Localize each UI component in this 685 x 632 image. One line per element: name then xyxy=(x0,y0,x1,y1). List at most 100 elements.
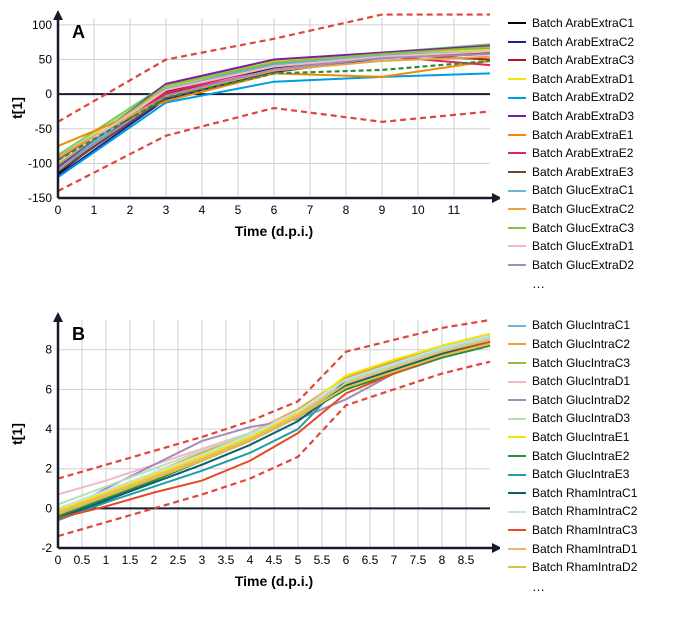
legend-item: Batch GlucIntraE3 xyxy=(508,465,637,484)
legend-label: Batch ArabExtraD3 xyxy=(532,107,634,126)
legend-label: Batch RhamIntraC3 xyxy=(532,521,637,540)
legend-swatch xyxy=(508,97,526,99)
legend-swatch xyxy=(508,511,526,513)
legend-label: Batch GlucExtraD1 xyxy=(532,237,634,256)
legend-item: Batch GlucExtraD1 xyxy=(508,237,634,256)
legend-swatch xyxy=(508,362,526,364)
legend-label: Batch ArabExtraC2 xyxy=(532,33,634,52)
svg-text:7.5: 7.5 xyxy=(410,553,427,567)
legend-label: Batch RhamIntraC2 xyxy=(532,502,637,521)
legend-label: Batch GlucIntraE2 xyxy=(532,447,629,466)
legend-label: Batch GlucExtraC2 xyxy=(532,200,634,219)
legend-swatch xyxy=(508,59,526,61)
svg-text:11: 11 xyxy=(448,203,461,217)
svg-text:9: 9 xyxy=(379,203,386,217)
legend-ellipsis: … xyxy=(508,577,637,597)
svg-text:6: 6 xyxy=(271,203,278,217)
svg-text:2: 2 xyxy=(45,462,52,476)
legend-item: Batch GlucIntraC3 xyxy=(508,354,637,373)
legend-item: Batch RhamIntraD1 xyxy=(508,540,637,559)
svg-text:-2: -2 xyxy=(41,541,52,555)
legend-swatch xyxy=(508,22,526,24)
legend-label: Batch ArabExtraE3 xyxy=(532,163,633,182)
svg-text:-150: -150 xyxy=(28,191,52,205)
svg-text:0: 0 xyxy=(55,203,62,217)
svg-text:5: 5 xyxy=(295,553,302,567)
svg-text:0.5: 0.5 xyxy=(74,553,91,567)
svg-text:0: 0 xyxy=(45,502,52,516)
svg-text:7: 7 xyxy=(391,553,398,567)
legend-swatch xyxy=(508,436,526,438)
legend-swatch xyxy=(508,548,526,550)
svg-text:0: 0 xyxy=(45,87,52,101)
legend-label: Batch RhamIntraD1 xyxy=(532,540,637,559)
legend-item: Batch ArabExtraC2 xyxy=(508,33,634,52)
legend-label: Batch ArabExtraC1 xyxy=(532,14,634,33)
legend-swatch xyxy=(508,190,526,192)
chart-panel: 01234567891011-150-100-50050100ATime (d.… xyxy=(10,10,675,294)
legend-swatch xyxy=(508,529,526,531)
svg-text:2: 2 xyxy=(127,203,134,217)
legend-item: Batch ArabExtraE2 xyxy=(508,144,634,163)
legend-label: Batch GlucIntraD2 xyxy=(532,391,630,410)
legend-item: Batch GlucIntraD2 xyxy=(508,391,637,410)
legend-item: Batch GlucExtraD2 xyxy=(508,256,634,275)
svg-text:4: 4 xyxy=(199,203,206,217)
svg-text:7: 7 xyxy=(307,203,314,217)
svg-text:4: 4 xyxy=(247,553,254,567)
legend-item: Batch ArabExtraD1 xyxy=(508,70,634,89)
legend-item: Batch ArabExtraD2 xyxy=(508,88,634,107)
svg-text:1.5: 1.5 xyxy=(122,553,139,567)
legend-item: Batch RhamIntraD2 xyxy=(508,558,637,577)
svg-text:8.5: 8.5 xyxy=(458,553,475,567)
panel-letter: B xyxy=(72,324,85,344)
svg-text:3: 3 xyxy=(163,203,170,217)
legend-item: Batch ArabExtraE1 xyxy=(508,126,634,145)
legend-swatch xyxy=(508,492,526,494)
legend-label: Batch RhamIntraC1 xyxy=(532,484,637,503)
legend-swatch xyxy=(508,474,526,476)
legend-label: Batch GlucExtraD2 xyxy=(532,256,634,275)
svg-text:5.5: 5.5 xyxy=(314,553,331,567)
x-axis-label: Time (d.p.i.) xyxy=(235,573,313,589)
legend-swatch xyxy=(508,325,526,327)
legend-item: Batch RhamIntraC1 xyxy=(508,484,637,503)
svg-text:0: 0 xyxy=(55,553,62,567)
legend-label: Batch GlucIntraC3 xyxy=(532,354,630,373)
svg-text:1: 1 xyxy=(91,203,98,217)
svg-text:100: 100 xyxy=(32,18,52,32)
legend-swatch xyxy=(508,208,526,210)
svg-text:8: 8 xyxy=(343,203,350,217)
chart-box: 00.511.522.533.544.555.566.577.588.5-202… xyxy=(10,312,500,597)
legend-swatch xyxy=(508,134,526,136)
svg-text:8: 8 xyxy=(45,343,52,357)
legend-item: Batch ArabExtraC1 xyxy=(508,14,634,33)
legend-label: Batch ArabExtraE2 xyxy=(532,144,633,163)
legend-label: Batch ArabExtraD1 xyxy=(532,70,634,89)
chart-svg: 00.511.522.533.544.555.566.577.588.5-202… xyxy=(10,312,500,592)
legend-swatch xyxy=(508,381,526,383)
svg-text:1: 1 xyxy=(103,553,110,567)
svg-text:6.5: 6.5 xyxy=(362,553,379,567)
legend-swatch xyxy=(508,566,526,568)
legend-label: Batch GlucExtraC1 xyxy=(532,181,634,200)
legend-item: Batch GlucIntraE2 xyxy=(508,447,637,466)
legend-label: Batch ArabExtraE1 xyxy=(532,126,633,145)
svg-text:-100: -100 xyxy=(28,156,52,170)
legend-item: Batch GlucIntraC2 xyxy=(508,335,637,354)
legend-item: Batch RhamIntraC2 xyxy=(508,502,637,521)
legend-label: Batch GlucIntraD1 xyxy=(532,372,630,391)
svg-text:3.5: 3.5 xyxy=(218,553,235,567)
legend-item: Batch ArabExtraC3 xyxy=(508,51,634,70)
legend-swatch xyxy=(508,171,526,173)
svg-text:-50: -50 xyxy=(35,122,53,136)
legend-item: Batch GlucIntraE1 xyxy=(508,428,637,447)
legend-swatch xyxy=(508,152,526,154)
legend-label: Batch ArabExtraD2 xyxy=(532,88,634,107)
chart-box: 01234567891011-150-100-50050100ATime (d.… xyxy=(10,10,500,247)
legend-item: Batch GlucExtraC3 xyxy=(508,219,634,238)
chart-svg: 01234567891011-150-100-50050100ATime (d.… xyxy=(10,10,500,242)
legend-item: Batch GlucIntraD1 xyxy=(508,372,637,391)
svg-text:50: 50 xyxy=(39,53,53,67)
legend-ellipsis: … xyxy=(508,274,634,294)
